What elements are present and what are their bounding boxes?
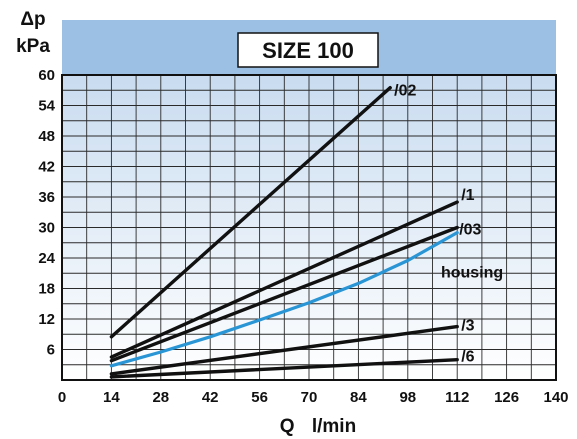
x-tick-label: 112 [445,389,469,406]
y-tick-label: 12 [38,311,55,328]
series-label-03: /03 [459,222,481,239]
series-label-housing: housing [441,265,503,282]
x-axis-label-unit: l/min [312,416,356,437]
y-tick-label: 54 [38,98,55,115]
x-tick-label: 140 [543,389,568,406]
y-tick-label: 60 [38,67,55,84]
x-tick-labels: 0 14 28 42 56 70 84 98 112 126 140 [58,389,569,406]
chart-title: SIZE 100 [262,38,354,63]
x-tick-label: 14 [103,389,120,406]
series-line-6 [109,358,459,379]
y-tick-label: 6 [47,342,55,359]
series-line-02 [109,85,392,339]
series-labels: /02/1/03 housing/3/6 [394,83,503,366]
x-tick-label: 98 [399,389,416,406]
series-label-3: /3 [461,318,474,335]
title-box [237,32,379,68]
x-tick-label: 56 [251,389,268,406]
grid [61,74,557,381]
x-tick-label: 42 [202,389,219,406]
x-axis-label: Q l/min [280,416,356,437]
y-tick-label: 18 [38,281,55,298]
series-line-1 [109,200,459,359]
series-label-1: /1 [461,187,474,204]
series-line-3 [109,324,459,376]
y-tick-label: 36 [38,189,55,206]
series-label-6: /6 [461,349,474,366]
series-label-02: /02 [394,83,416,100]
series-line-housing [109,231,459,368]
x-tick-label: 84 [350,389,367,406]
x-tick-label: 70 [301,389,318,406]
x-axis-label-symbol: Q [280,416,295,437]
x-tick-label: 126 [494,389,519,406]
series-line-03 [109,225,459,363]
plot-frame [61,74,557,381]
y-tick-label: 42 [38,159,55,176]
y-tick-label: 30 [38,220,55,237]
y-tick-label: 48 [38,128,55,145]
x-tick-label: 28 [152,389,169,406]
y-axis-label-unit: kPa [16,36,50,57]
y-tick-labels: 6 12 18 24 30 36 42 48 54 60 [38,67,55,359]
y-axis-label-symbol: Δp [20,9,45,30]
y-tick-label: 24 [38,250,55,267]
series-lines [109,85,459,379]
x-tick-label: 0 [58,389,66,406]
